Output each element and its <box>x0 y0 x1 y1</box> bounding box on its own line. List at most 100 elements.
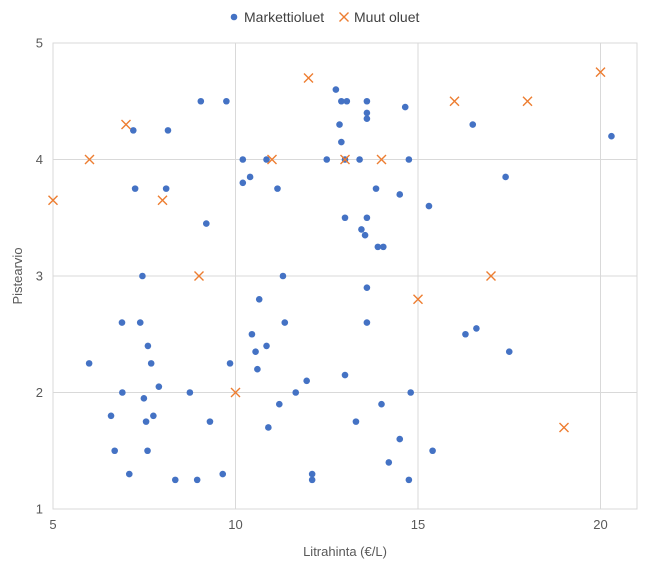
point-markettioluet <box>292 389 300 396</box>
point-markettioluet <box>338 97 345 105</box>
point-markettioluet <box>193 476 201 484</box>
gridlines <box>52 42 638 510</box>
y-tick-label: 2 <box>36 385 43 400</box>
y-tick-label: 4 <box>36 152 43 167</box>
point-markettioluet <box>130 127 137 134</box>
point-markettioluet <box>226 360 234 367</box>
point-markettioluet <box>363 97 371 105</box>
point-markettioluet <box>142 418 150 425</box>
legend-label: Muut oluet <box>354 9 419 25</box>
point-markettioluet <box>396 191 404 198</box>
x-tick-label: 10 <box>228 517 242 532</box>
point-markettioluet <box>131 185 139 192</box>
point-markettioluet <box>323 156 331 163</box>
point-muut-oluet <box>194 271 204 281</box>
y-axis-label: Pistearvio <box>10 247 25 304</box>
x-tick-label: 5 <box>49 517 56 532</box>
point-markettioluet <box>265 424 272 431</box>
point-muut-oluet <box>340 154 350 165</box>
legend-marker-x <box>339 12 349 22</box>
point-markettioluet <box>162 185 170 192</box>
point-markettioluet <box>186 389 194 396</box>
point-markettioluet <box>380 243 387 251</box>
point-markettioluet <box>372 185 380 192</box>
x-tick-label: 15 <box>411 517 425 532</box>
point-markettioluet <box>150 412 157 420</box>
point-markettioluet <box>136 319 144 326</box>
point-markettioluet <box>274 185 281 192</box>
legend: Markettioluet Muut oluet <box>230 9 419 25</box>
point-muut-oluet <box>303 72 314 83</box>
point-markettioluet <box>363 109 371 117</box>
y-tick-label: 5 <box>36 36 43 51</box>
x-axis-label: Litrahinta (€/L) <box>303 544 387 559</box>
legend-item: Markettioluet <box>230 9 324 25</box>
point-markettioluet <box>155 383 163 390</box>
point-markettioluet <box>248 330 256 338</box>
point-muut-oluet <box>121 119 131 130</box>
point-muut-oluet <box>449 96 460 107</box>
legend-marker-circle <box>230 13 238 21</box>
point-markettioluet <box>255 296 263 303</box>
point-markettioluet <box>252 348 259 356</box>
point-markettioluet <box>263 342 270 350</box>
point-markettioluet <box>356 156 363 163</box>
point-markettioluet <box>279 272 287 280</box>
point-markettioluet <box>401 103 409 111</box>
point-markettioluet <box>358 226 365 233</box>
point-markettioluet <box>352 418 360 425</box>
point-muut-oluet <box>595 67 606 78</box>
point-markettioluet <box>118 319 126 326</box>
point-markettioluet <box>425 202 433 210</box>
x-tick-label: 20 <box>593 517 607 532</box>
point-markettioluet <box>308 476 316 484</box>
point-muut-oluet <box>559 422 569 433</box>
point-markettioluet <box>608 132 615 140</box>
point-markettioluet <box>197 97 205 105</box>
point-markettioluet <box>139 272 146 280</box>
point-markettioluet <box>246 173 254 181</box>
point-markettioluet <box>473 325 480 332</box>
point-muut-oluet <box>267 154 277 165</box>
point-markettioluet <box>85 360 93 367</box>
point-markettioluet <box>219 470 227 478</box>
point-markettioluet <box>223 97 230 105</box>
point-muut-oluet <box>48 195 58 206</box>
point-markettioluet <box>405 476 413 484</box>
point-markettioluet <box>429 447 436 455</box>
point-markettioluet <box>341 371 349 379</box>
point-markettioluet <box>469 121 477 128</box>
point-markettioluet <box>363 115 371 123</box>
point-markettioluet <box>361 231 369 239</box>
point-markettioluet <box>144 447 151 455</box>
point-markettioluet <box>276 400 283 408</box>
point-markettioluet <box>505 348 513 356</box>
point-markettioluet <box>254 365 261 373</box>
point-markettioluet <box>343 97 351 105</box>
point-markettioluet <box>363 319 371 326</box>
point-markettioluet <box>341 214 349 222</box>
point-markettioluet <box>239 179 247 187</box>
point-muut-oluet <box>522 96 533 107</box>
y-tick-label: 3 <box>36 269 43 284</box>
point-markettioluet <box>203 220 210 227</box>
point-markettioluet <box>140 395 148 402</box>
point-markettioluet <box>407 389 415 396</box>
point-markettioluet <box>125 470 133 478</box>
point-markettioluet <box>239 156 247 163</box>
legend-label: Markettioluet <box>244 9 324 25</box>
point-markettioluet <box>378 400 385 408</box>
point-markettioluet <box>303 377 310 385</box>
axes: 1 2 3 4 5 5 10 15 20 <box>36 36 608 533</box>
point-markettioluet <box>107 412 115 420</box>
point-markettioluet <box>171 476 179 484</box>
point-muut-oluet <box>157 195 168 206</box>
point-markettioluet <box>502 173 509 181</box>
y-tick-label: 1 <box>36 502 43 517</box>
point-markettioluet <box>374 243 382 251</box>
point-muut-oluet <box>413 294 423 305</box>
point-markettioluet <box>147 360 155 367</box>
point-markettioluet <box>385 459 393 466</box>
